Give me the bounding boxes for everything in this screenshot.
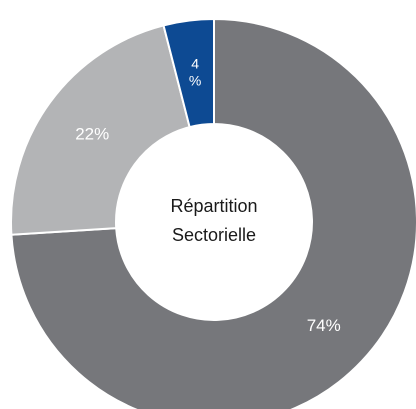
donut-slices xyxy=(10,17,416,409)
donut-slice-1 xyxy=(10,17,416,409)
slice-label-2: 22% xyxy=(75,125,109,144)
slice-label-3-line-1: 4 xyxy=(191,56,199,72)
donut-slice-2 xyxy=(10,24,191,236)
donut-slice-3 xyxy=(162,17,215,129)
center-label-line-1: Répartition xyxy=(170,196,257,216)
center-label-line-2: Sectorielle xyxy=(172,225,256,245)
slice-labels: 74% 22% 4% xyxy=(75,56,340,335)
slice-label-1: 74% xyxy=(307,316,341,335)
slice-label-3-line-2: % xyxy=(189,73,201,89)
